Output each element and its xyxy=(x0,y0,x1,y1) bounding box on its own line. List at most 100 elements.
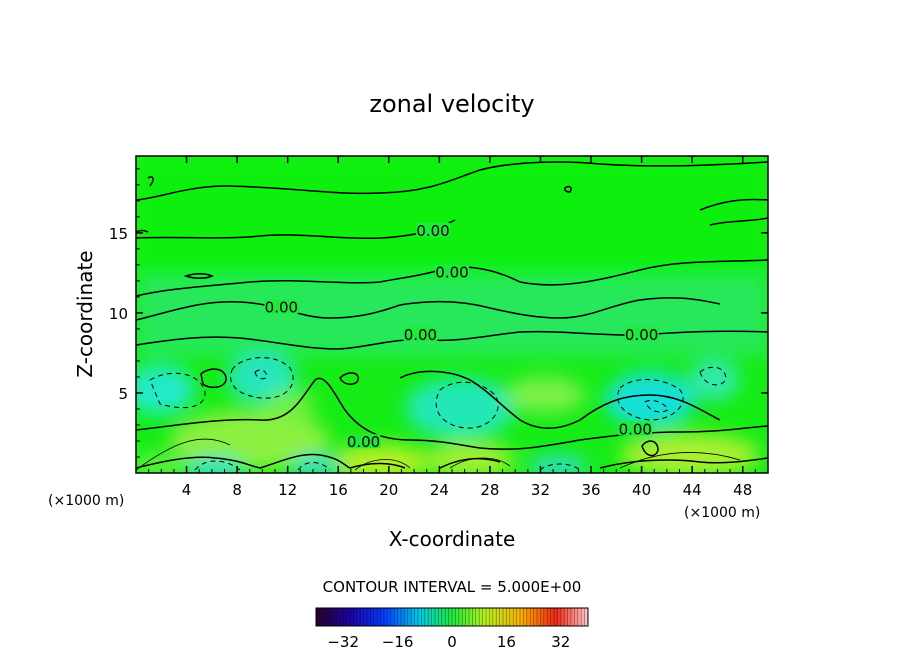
colorbar-cell xyxy=(336,608,341,626)
colorbar-cell xyxy=(520,608,524,626)
x-tick-label: 36 xyxy=(581,481,600,499)
contour-label: 0.00 xyxy=(404,326,437,344)
colorbar-cell xyxy=(458,608,463,626)
colorbar-cell xyxy=(326,608,330,626)
colorbar-cell xyxy=(530,608,534,626)
colorbar-cell xyxy=(343,608,347,626)
contour-label-bg xyxy=(435,264,469,279)
colorbar-cell xyxy=(506,608,511,626)
x-unit-label-left: (×1000 m) xyxy=(48,493,124,509)
colorbar-cell xyxy=(540,608,545,626)
colorbar-tick-label: −16 xyxy=(382,633,414,651)
x-tick-label: 4 xyxy=(182,481,192,499)
contour-label: 0.00 xyxy=(265,299,298,317)
colorbar-cell xyxy=(452,608,456,626)
colorbar-cell xyxy=(486,608,490,626)
y-tick-label: 10 xyxy=(109,305,128,323)
colorbar-cell xyxy=(533,608,538,626)
x-tick-label: 16 xyxy=(329,481,348,499)
colorbar-cell xyxy=(428,608,432,626)
contour-label-bg xyxy=(346,434,381,449)
contour-interval-text: CONTOUR INTERVAL = 5.000E+00 xyxy=(323,578,582,596)
colorbar-cell xyxy=(475,608,480,626)
colorbar-cell xyxy=(356,608,361,626)
colorbar-tick-label: −32 xyxy=(327,633,359,651)
colorbar-cell xyxy=(387,608,392,626)
velocity-field xyxy=(136,156,768,473)
x-tick-label: 32 xyxy=(531,481,550,499)
colorbar-cell xyxy=(329,608,334,626)
colorbar-cell xyxy=(360,608,364,626)
colorbar-cell xyxy=(496,608,500,626)
colorbar-cell xyxy=(322,608,327,626)
contour-labels: 0.00 0.00 0.00 0.00 0.00 0.00 0.00 xyxy=(264,222,659,451)
colorbar-cell xyxy=(333,608,337,626)
contour-label: 0.00 xyxy=(347,433,380,451)
colorbar-cell xyxy=(479,608,483,626)
colorbar-cell xyxy=(503,608,507,626)
colorbar-tick-label: 32 xyxy=(551,633,570,651)
colorbar-cell xyxy=(346,608,351,626)
colorbar-cell xyxy=(455,608,460,626)
colorbar-cell xyxy=(448,608,453,626)
colorbar-cell xyxy=(489,608,494,626)
x-axis-label: X-coordinate xyxy=(389,527,516,551)
contour-label-bg xyxy=(618,421,653,436)
colorbar-cell xyxy=(554,608,558,626)
colorbar-cell xyxy=(421,608,426,626)
chart-title: zonal velocity xyxy=(369,90,534,118)
colorbar-cell xyxy=(492,608,497,626)
colorbar-cell xyxy=(384,608,388,626)
contour-label: 0.00 xyxy=(619,420,652,438)
contour-label-bg xyxy=(264,299,299,314)
contour-label-bg xyxy=(416,222,451,237)
colorbar-cell xyxy=(401,608,405,626)
colorbar-cell xyxy=(445,608,449,626)
colorbar-frame xyxy=(315,607,589,627)
colorbar: −32 −16 0 16 32 xyxy=(315,607,589,651)
colorbar-cell xyxy=(404,608,409,626)
x-tick-label: 12 xyxy=(278,481,297,499)
colorbar-cell xyxy=(472,608,477,626)
x-tick-label: 20 xyxy=(379,481,398,499)
colorbar-cell xyxy=(373,608,378,626)
colorbar-cell xyxy=(526,608,531,626)
colorbar-cell xyxy=(465,608,470,626)
colorbar-cell xyxy=(380,608,385,626)
colorbar-cell xyxy=(411,608,415,626)
contour-label: 0.00 xyxy=(625,326,658,344)
colorbar-cell xyxy=(509,608,514,626)
colorbar-cell xyxy=(462,608,466,626)
colorbar-cell xyxy=(567,608,572,626)
colorbar-cell xyxy=(584,608,589,626)
colorbar-cell xyxy=(482,608,487,626)
contour-label: 0.00 xyxy=(435,263,468,281)
colorbar-cell xyxy=(370,608,375,626)
contour-label-bg xyxy=(624,326,659,341)
colorbar-cell xyxy=(513,608,517,626)
contour-label: 0.00 xyxy=(416,222,449,240)
x-tick-label: 24 xyxy=(430,481,449,499)
colorbar-cell xyxy=(418,608,422,626)
x-unit-label-right: (×1000 m) xyxy=(684,505,760,521)
colorbar-cell xyxy=(550,608,555,626)
colorbar-cell xyxy=(397,608,402,626)
colorbar-tick-label: 16 xyxy=(497,633,516,651)
colorbar-cell xyxy=(319,608,324,626)
colorbar-cell xyxy=(363,608,368,626)
colorbar-cell xyxy=(316,608,320,626)
x-tick-label: 8 xyxy=(232,481,242,499)
colorbar-cell xyxy=(560,608,565,626)
colorbar-cell xyxy=(523,608,528,626)
colorbar-cell xyxy=(435,608,439,626)
colorbar-cell xyxy=(377,608,381,626)
colorbar-cell xyxy=(441,608,446,626)
colorbar-cell xyxy=(499,608,504,626)
colorbar-cell xyxy=(469,608,473,626)
colorbar-cell xyxy=(424,608,429,626)
colorbar-cell xyxy=(537,608,541,626)
colorbar-cell xyxy=(516,608,521,626)
colorbar-cell xyxy=(547,608,551,626)
